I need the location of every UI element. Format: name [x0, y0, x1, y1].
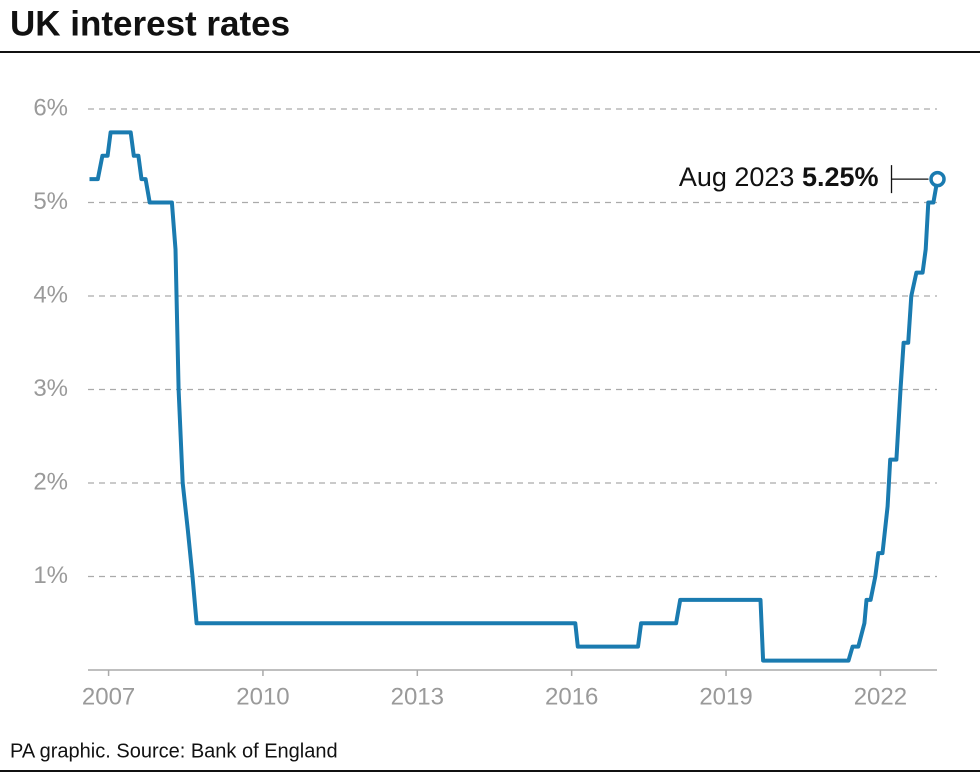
x-tick-label: 2010 [236, 683, 289, 710]
y-tick-label: 6% [33, 94, 68, 121]
y-tick-label: 2% [33, 468, 68, 495]
annotation-value: 5.25% [802, 162, 879, 192]
x-tick-label: 2016 [545, 683, 598, 710]
x-tick-label: 2013 [391, 683, 444, 710]
end-point [929, 170, 946, 188]
x-tick-label: 2019 [699, 683, 752, 710]
annotation: Aug 2023 5.25% [679, 162, 879, 192]
annotation-date: Aug 2023 [679, 162, 795, 192]
x-tick-label: 2007 [82, 683, 135, 710]
y-tick-label: 1% [33, 562, 68, 589]
chart-title: UK interest rates [10, 4, 290, 43]
y-tick-label: 5% [33, 188, 68, 215]
source: PA graphic. Source: Bank of England [10, 740, 338, 762]
y-tick-label: 4% [33, 281, 68, 308]
y-tick-label: 3% [33, 375, 68, 402]
rate-line [89, 130, 940, 663]
x-tick-label: 2022 [854, 683, 907, 710]
